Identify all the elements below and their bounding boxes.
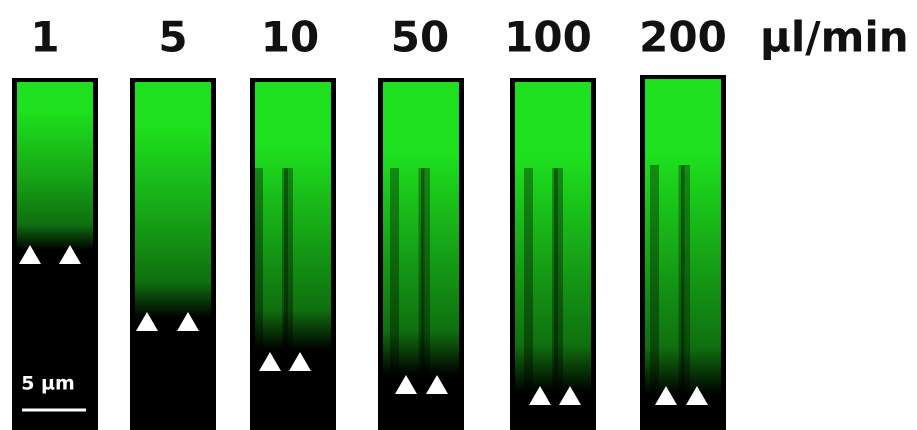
image-panel — [640, 75, 726, 430]
scale-bar-label: 5 µm — [21, 373, 75, 395]
fluorescence — [135, 82, 211, 430]
figure: µl/min 5 µm 1 5 10 50 100 200 — [0, 0, 917, 430]
dark-streak — [524, 168, 533, 392]
panel-label: 200 — [639, 13, 727, 62]
panel-label: 10 — [261, 13, 319, 62]
dark-streak — [552, 168, 558, 392]
panel-label: 100 — [504, 13, 592, 62]
dark-streak — [650, 165, 659, 395]
dark-streak — [679, 165, 685, 395]
panel-label: 1 — [30, 13, 59, 62]
image-panel — [250, 78, 336, 430]
image-panel — [378, 78, 464, 430]
panel-label: 5 — [158, 13, 187, 62]
dark-streak — [282, 168, 288, 350]
image-panel — [510, 78, 596, 430]
panels — [12, 75, 726, 430]
dark-streak — [390, 168, 399, 375]
dark-streak — [419, 168, 425, 375]
unit-label: µl/min — [760, 13, 909, 62]
dark-streak — [254, 168, 263, 350]
panel-label: 50 — [391, 13, 449, 62]
image-panel — [130, 78, 216, 430]
